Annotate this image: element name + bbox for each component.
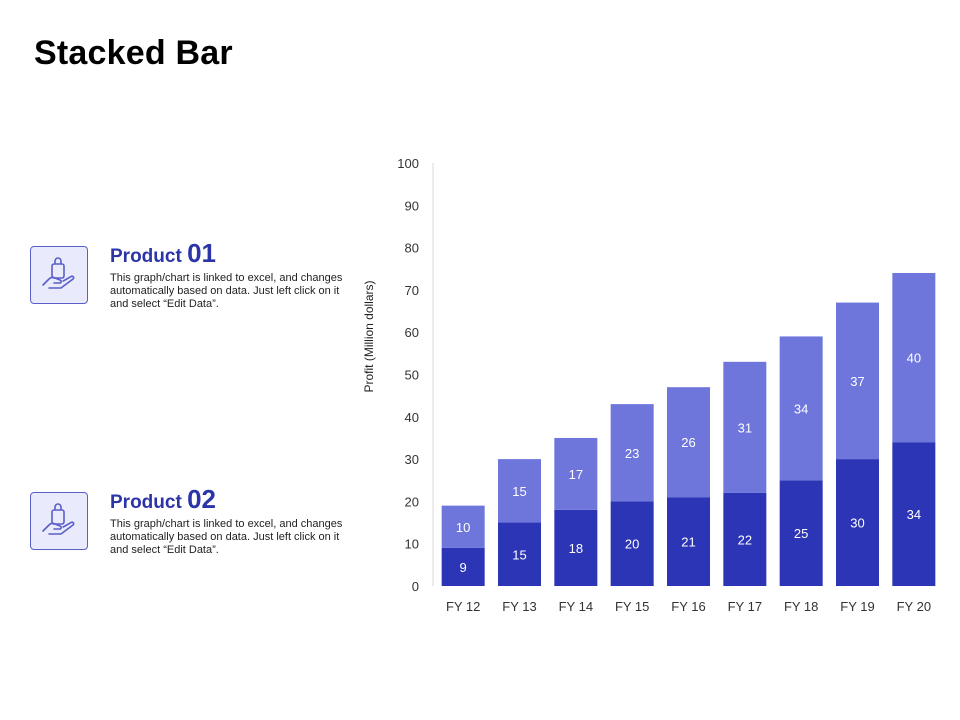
bar-segment [667,387,710,498]
bar-segment [554,437,598,510]
x-tick-label: FY 16 [671,599,705,614]
y-tick-label: 100 [397,156,419,171]
data-label: 17 [569,467,583,482]
data-label: 30 [850,516,864,531]
x-tick-label: FY 19 [840,599,874,614]
bar-segment [667,497,710,586]
y-tick-label: 30 [405,452,419,467]
x-tick-label: FY 14 [559,599,593,614]
y-tick-label: 70 [405,283,419,298]
data-label: 20 [625,537,639,552]
product-01-description: This graph/chart is linked to excel, and… [110,272,343,310]
product-02-heading: Product 02 [110,484,216,515]
product-02-block: Product 02 This graph/chart is linked to… [30,484,350,570]
product-02-number: 02 [187,484,216,514]
y-tick-label: 20 [405,494,419,509]
bar-segment [836,302,879,460]
data-label: 10 [456,520,470,535]
y-tick-label: 0 [412,579,419,594]
product-01-block: Product 01 This graph/chart is linked to… [30,238,350,324]
data-label: 18 [569,541,583,556]
data-label: 25 [794,526,808,541]
bar-segment [610,404,654,502]
bar-segment [779,336,823,481]
x-tick-label: FY 15 [615,599,649,614]
data-label: 23 [625,446,639,461]
x-tick-label: FY 12 [446,599,480,614]
bar-segment [441,505,485,548]
y-tick-label: 60 [405,325,419,340]
data-label: 15 [512,484,526,499]
data-label: 15 [512,547,526,562]
bar-segment [498,459,541,523]
data-label: 22 [738,532,752,547]
bar-segment [610,501,654,586]
bar-segment [723,492,767,586]
product-02-description: This graph/chart is linked to excel, and… [110,518,343,556]
data-label: 34 [907,507,921,522]
x-tick-label: FY 18 [784,599,818,614]
product-01-heading: Product 01 [110,238,216,269]
data-label: 9 [460,560,467,575]
y-axis-title: Profit (Million dollars) [362,280,376,392]
bar-segment [498,522,541,586]
product-01-number: 01 [187,238,216,268]
hand-holding-bag-icon [30,246,88,304]
y-tick-label: 80 [405,241,419,256]
y-tick-label: 50 [405,368,419,383]
bar-segment [892,272,936,443]
y-tick-label: 90 [405,198,419,213]
x-tick-label: FY 17 [728,599,762,614]
page-title: Stacked Bar [34,34,233,72]
data-label: 37 [850,374,864,389]
product-02-label: Product [110,492,182,513]
hand-holding-bag-icon [30,492,88,550]
bar-segment [892,442,936,586]
data-label: 40 [907,351,921,366]
data-label: 34 [794,401,808,416]
y-tick-label: 40 [405,410,419,425]
bar-segment [554,509,598,586]
data-label: 21 [681,535,695,550]
y-tick-label: 10 [405,537,419,552]
bar-segment [836,459,879,586]
bar-segment [723,361,767,493]
product-01-label: Product [110,246,182,267]
x-tick-label: FY 20 [897,599,931,614]
data-label: 31 [738,420,752,435]
x-tick-label: FY 13 [502,599,536,614]
bar-segment [779,480,823,586]
bar-segment [441,547,485,586]
data-label: 26 [681,435,695,450]
